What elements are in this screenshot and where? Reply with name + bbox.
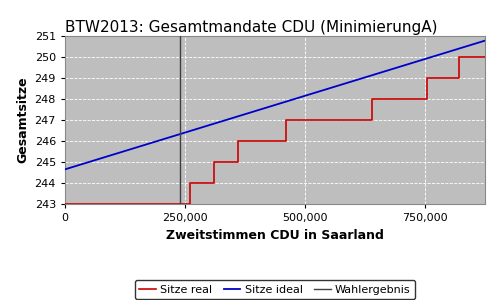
Sitze real — [338, 118, 344, 122]
Sitze real — [482, 55, 488, 59]
X-axis label: Zweitstimmen CDU in Saarland: Zweitstimmen CDU in Saarland — [166, 229, 384, 242]
Sitze real — [62, 202, 68, 206]
Sitze real — [396, 97, 402, 101]
Y-axis label: Gesamtsitze: Gesamtsitze — [16, 77, 29, 163]
Legend: Sitze real, Sitze ideal, Wahlergebnis: Sitze real, Sitze ideal, Wahlergebnis — [135, 280, 415, 299]
Sitze real — [369, 118, 375, 122]
Sitze real — [211, 160, 217, 164]
Sitze real — [261, 139, 267, 143]
Sitze real — [187, 181, 193, 185]
Sitze real — [177, 202, 183, 206]
Sitze real — [307, 118, 313, 122]
Sitze real — [424, 76, 430, 80]
Sitze real — [338, 118, 344, 122]
Sitze real — [261, 139, 267, 143]
Sitze real — [369, 97, 375, 101]
Sitze real — [187, 202, 193, 206]
Sitze real — [456, 55, 462, 59]
Sitze real — [456, 76, 462, 80]
Sitze real — [283, 118, 289, 122]
Line: Sitze real: Sitze real — [65, 57, 485, 204]
Sitze real — [283, 139, 289, 143]
Sitze real — [424, 97, 430, 101]
Sitze real — [396, 97, 402, 101]
Sitze real — [177, 202, 183, 206]
Sitze real — [211, 181, 217, 185]
Sitze real — [235, 160, 241, 164]
Sitze real — [235, 139, 241, 143]
Sitze real — [307, 118, 313, 122]
Text: BTW2013: Gesamtmandate CDU (MinimierungA): BTW2013: Gesamtmandate CDU (MinimierungA… — [65, 20, 438, 35]
